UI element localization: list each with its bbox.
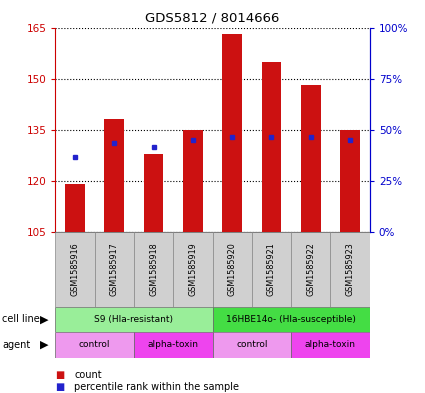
Bar (55, 232, 94, 307)
Bar (105, 119, 124, 232)
Title: GDS5812 / 8014666: GDS5812 / 8014666 (145, 12, 280, 25)
Text: GSM1585918: GSM1585918 (149, 242, 158, 296)
Bar (301, 85, 320, 232)
Bar (134, 232, 173, 307)
Text: ▶: ▶ (40, 314, 49, 324)
Bar (291, 232, 331, 307)
Text: cell line: cell line (2, 314, 40, 324)
Text: GSM1585916: GSM1585916 (71, 242, 79, 296)
Bar (252, 232, 291, 307)
Bar (94, 232, 134, 307)
Text: GSM1585923: GSM1585923 (346, 242, 354, 296)
Text: GSM1585921: GSM1585921 (267, 242, 276, 296)
Text: S9 (Hla-resistant): S9 (Hla-resistant) (94, 315, 173, 324)
Text: ■: ■ (55, 370, 65, 380)
Bar (134, 332, 212, 358)
Text: alpha-toxin: alpha-toxin (148, 340, 198, 349)
Text: agent: agent (2, 340, 30, 350)
Bar (212, 232, 252, 307)
Bar (340, 130, 360, 232)
Text: GSM1585917: GSM1585917 (110, 242, 119, 296)
Bar (291, 332, 370, 358)
Bar (144, 154, 163, 232)
Bar (262, 62, 281, 232)
Text: percentile rank within the sample: percentile rank within the sample (74, 382, 239, 392)
Bar (183, 130, 203, 232)
Text: ■: ■ (55, 382, 65, 392)
Bar (65, 184, 85, 232)
Bar (222, 34, 242, 232)
Text: 16HBE14o- (Hla-susceptible): 16HBE14o- (Hla-susceptible) (226, 315, 356, 324)
Text: GSM1585920: GSM1585920 (228, 242, 237, 296)
Text: GSM1585922: GSM1585922 (306, 242, 315, 296)
Bar (331, 232, 370, 307)
Text: ▶: ▶ (40, 340, 49, 350)
Text: count: count (74, 370, 102, 380)
Text: control: control (236, 340, 268, 349)
Text: GSM1585919: GSM1585919 (188, 242, 197, 296)
Bar (55, 332, 134, 358)
Text: control: control (79, 340, 110, 349)
Bar (212, 332, 291, 358)
Bar (55, 307, 212, 332)
Text: alpha-toxin: alpha-toxin (305, 340, 356, 349)
Bar (212, 307, 370, 332)
Bar (173, 232, 212, 307)
